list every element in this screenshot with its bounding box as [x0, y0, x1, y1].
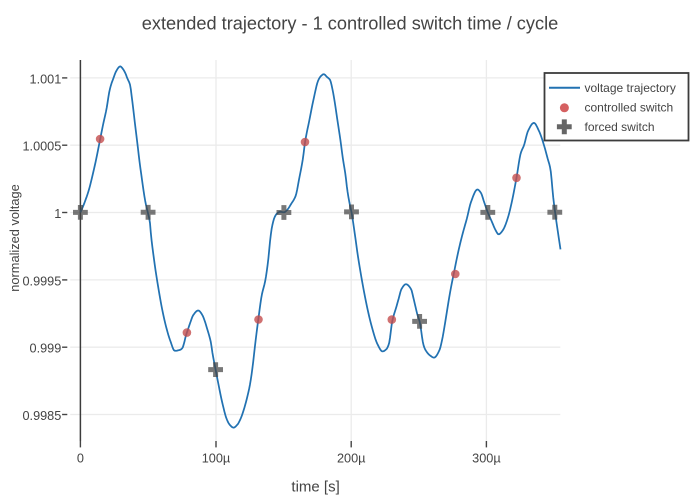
svg-text:voltage trajectory: voltage trajectory	[585, 81, 676, 95]
svg-text:1: 1	[54, 207, 61, 221]
svg-text:200µ: 200µ	[337, 452, 366, 466]
svg-text:0.9995: 0.9995	[22, 274, 61, 288]
svg-text:1.0005: 1.0005	[22, 140, 61, 154]
svg-text:1.001: 1.001	[30, 72, 62, 86]
svg-text:100µ: 100µ	[202, 452, 231, 466]
svg-text:extended trajectory - 1 contro: extended trajectory - 1 controlled switc…	[142, 14, 558, 34]
svg-text:0: 0	[77, 452, 84, 466]
svg-text:forced switch: forced switch	[585, 120, 655, 134]
svg-text:300µ: 300µ	[472, 452, 501, 466]
svg-text:time [s]: time [s]	[291, 478, 339, 495]
svg-text:0.999: 0.999	[30, 342, 62, 356]
svg-text:controlled switch: controlled switch	[585, 101, 674, 115]
svg-text:0.9985: 0.9985	[22, 409, 61, 423]
svg-text:normalized voltage: normalized voltage	[7, 184, 22, 291]
